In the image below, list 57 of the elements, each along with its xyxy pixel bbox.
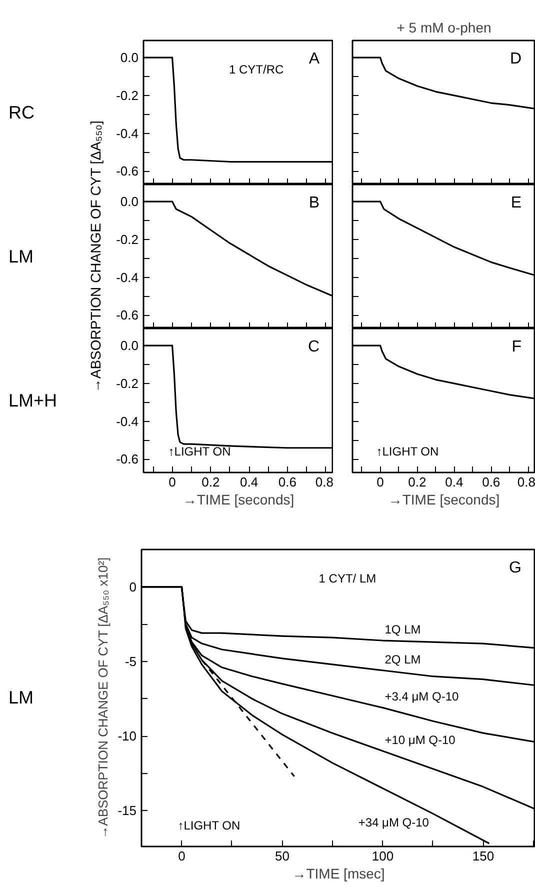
annotation: 1 CYT/RC xyxy=(229,62,284,76)
y-tick-label: -5 xyxy=(124,654,137,669)
x-axis-title: →TIME [seconds] xyxy=(388,492,500,508)
annotation: B xyxy=(308,194,320,212)
x-axis-title: →TIME [msec] xyxy=(292,866,385,882)
x-tick-label: 0.6 xyxy=(482,474,500,490)
x-tick-label: 0.8 xyxy=(315,474,334,490)
text: LM xyxy=(8,246,34,266)
x-tick-label: 0.8 xyxy=(517,474,535,490)
y-tick-label: -0.2 xyxy=(116,88,139,103)
series-label: +10 μM Q-10 xyxy=(384,732,456,747)
text: LM+H xyxy=(8,390,58,410)
annotation: D xyxy=(510,50,522,68)
x-tick-label: 0 xyxy=(178,848,186,864)
x-tick-label: 0.2 xyxy=(408,474,426,490)
x-axis-title: →TIME [seconds] xyxy=(182,492,294,508)
annotation: ↑LIGHT ON xyxy=(178,818,240,832)
y-axis-title: →ABSORPTION CHANGE OF CYT [ΔA₅₅₀ x10²] xyxy=(96,557,111,839)
annotation: E xyxy=(510,194,522,212)
y-tick-label: -0.6 xyxy=(116,452,139,467)
annotation: 1 CYT/ LM xyxy=(318,572,376,586)
y-tick-label: -0.4 xyxy=(116,126,139,141)
y-tick-label: 0.0 xyxy=(120,50,139,66)
annotation: A xyxy=(308,50,320,68)
x-tick-label: 50 xyxy=(274,848,290,864)
x-tick-label: 0.6 xyxy=(278,474,296,490)
x-tick-label: 0.2 xyxy=(202,474,220,490)
y-axis-title: →ABSORPTION CHANGE OF CYT [ΔA₅₅₀] xyxy=(88,120,104,393)
text: RC xyxy=(8,102,34,122)
annotation: G xyxy=(509,560,522,576)
annotation: ↑LIGHT ON xyxy=(376,444,439,458)
annotation: ↑LIGHT ON xyxy=(168,444,231,458)
series-label: +3.4 μM Q-10 xyxy=(384,690,459,704)
y-tick-label: -0.2 xyxy=(116,232,139,247)
y-tick-label: 0 xyxy=(129,579,137,594)
chart-title: + 5 mM o-phen xyxy=(396,20,492,36)
x-tick-label: 0.4 xyxy=(240,474,258,490)
x-tick-label: 0 xyxy=(376,474,384,490)
y-tick-label: -0.6 xyxy=(116,308,139,323)
x-tick-label: 0.4 xyxy=(445,474,464,490)
y-tick-label: -0.4 xyxy=(116,414,139,429)
text: LM xyxy=(8,688,34,708)
y-tick-label: -0.6 xyxy=(116,164,139,179)
x-tick-label: 150 xyxy=(472,848,494,864)
y-tick-label: 0.0 xyxy=(120,338,139,354)
y-tick-label: 0.0 xyxy=(120,194,139,210)
y-tick-label: -0.2 xyxy=(116,376,139,391)
annotation: F xyxy=(512,338,522,356)
x-tick-label: 0 xyxy=(168,474,176,490)
x-tick-label: 100 xyxy=(372,848,394,864)
series-label: 1Q LM xyxy=(384,622,421,637)
series-label: 2Q LM xyxy=(384,652,421,666)
y-tick-label: -15 xyxy=(118,803,137,818)
series-label: +34 μM Q-10 xyxy=(358,816,430,830)
y-tick-label: -0.4 xyxy=(116,270,139,285)
y-tick-label: -10 xyxy=(118,728,137,744)
annotation: C xyxy=(308,338,320,356)
